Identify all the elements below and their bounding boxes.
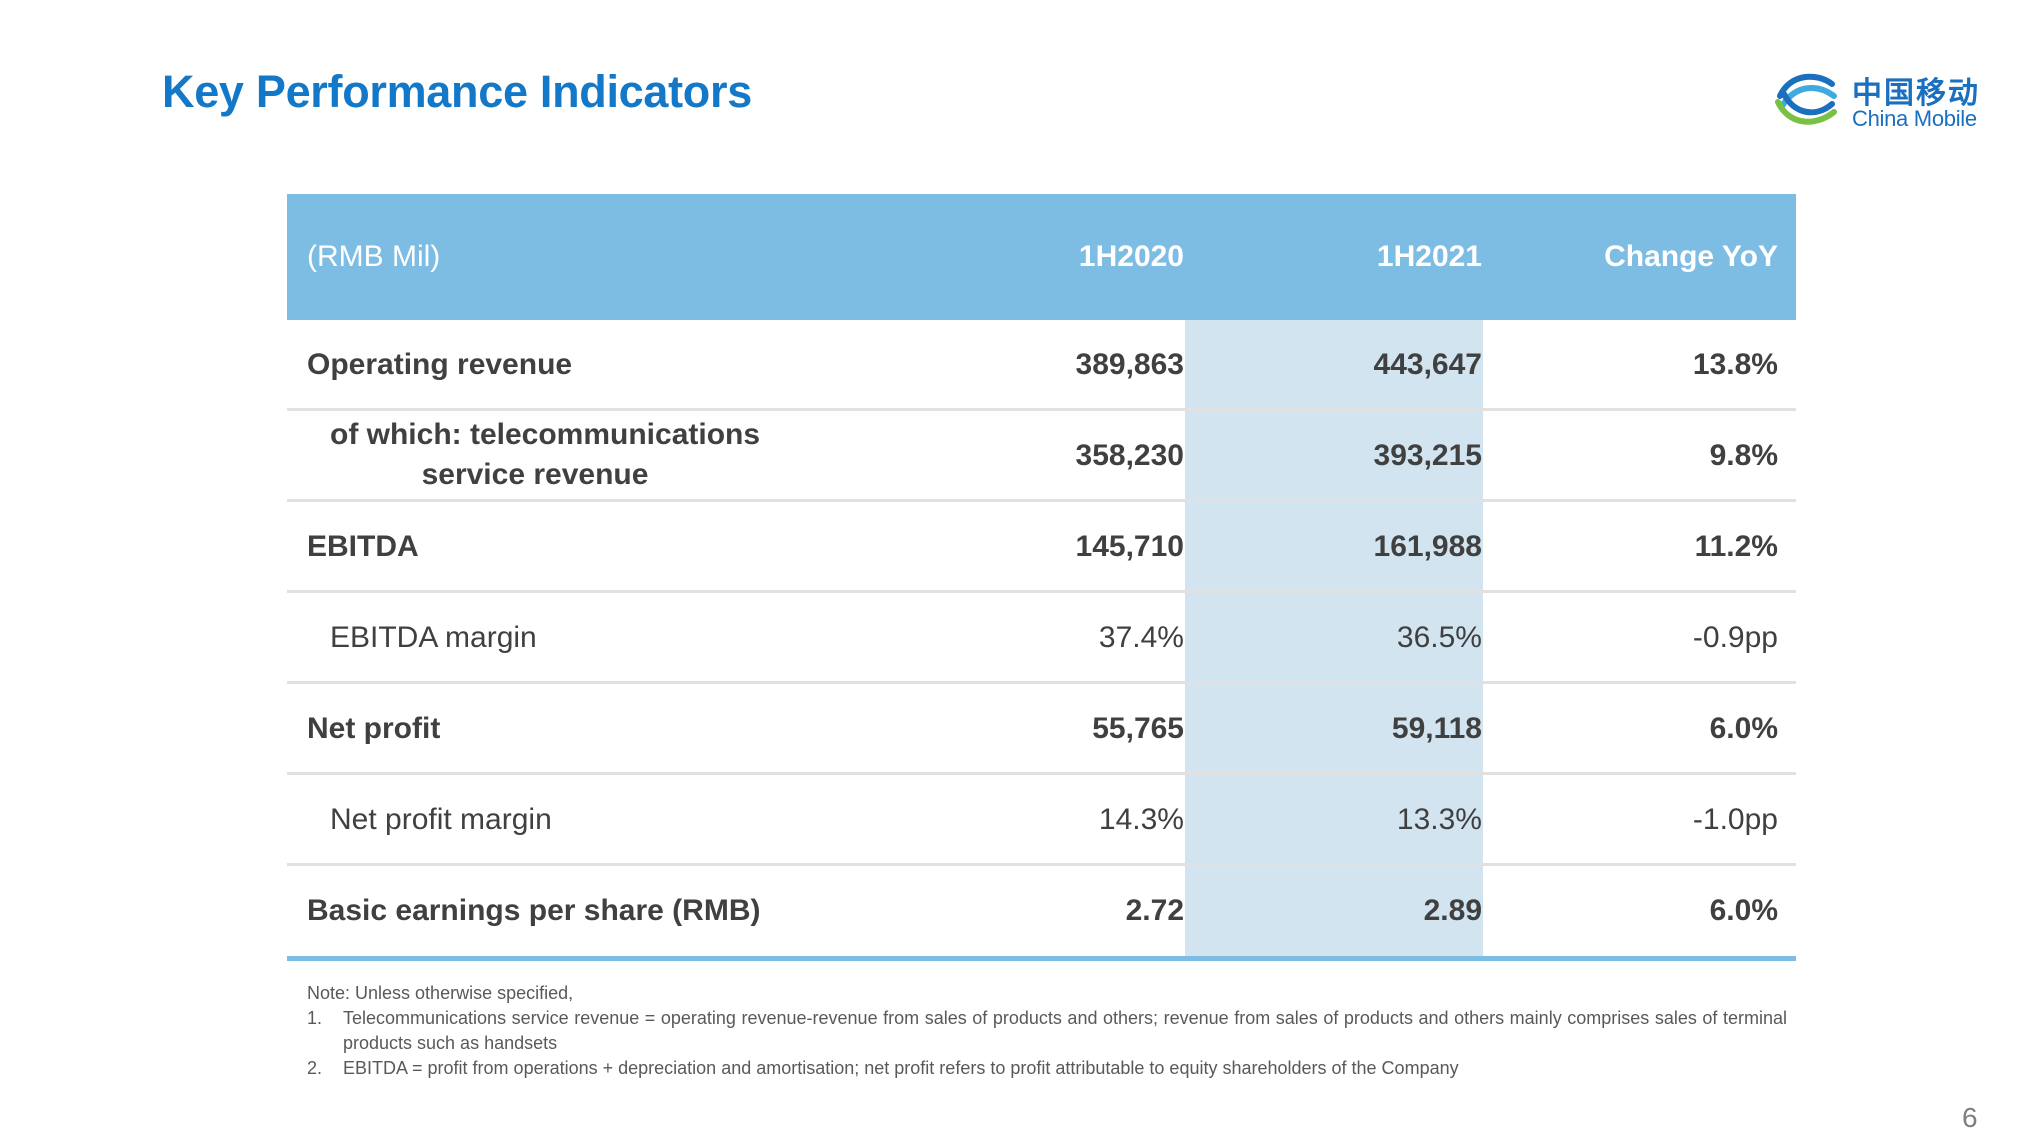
value-1h2020: 37.4%: [1098, 621, 1184, 654]
header-1h2020: 1H2020: [1078, 240, 1184, 273]
header-unit: (RMB Mil): [307, 240, 441, 273]
table-header-row: (RMB Mil) 1H2020 1H2021 Change YoY: [287, 194, 1796, 320]
row-divider: [287, 681, 1796, 684]
row-divider: [287, 408, 1796, 411]
value-1h2021: 2.89: [1423, 894, 1482, 927]
table-row: of which: telecommunications service rev…: [287, 411, 1796, 502]
row-label-line1: of which: telecommunications: [330, 418, 761, 451]
row-divider: [287, 772, 1796, 775]
value-1h2020: 389,863: [1075, 348, 1184, 381]
footnote-item: 2. EBITDA = profit from operations + dep…: [307, 1056, 1787, 1081]
logo-chinese-text: 中国移动: [1852, 77, 1980, 110]
highlight-column-1h2021: [1185, 320, 1483, 956]
value-1h2020: 2.72: [1125, 894, 1184, 927]
value-1h2021: 36.5%: [1396, 621, 1482, 654]
china-mobile-swirl-icon: [1775, 73, 1837, 125]
value-change: 6.0%: [1709, 712, 1778, 745]
value-1h2020: 14.3%: [1098, 803, 1184, 836]
table-row: Net profit margin 14.3% 13.3% -1.0pp: [287, 775, 1796, 866]
value-1h2021: 393,215: [1373, 439, 1482, 472]
value-1h2021: 443,647: [1373, 348, 1482, 381]
header-change-yoy: Change YoY: [1604, 240, 1778, 273]
footnote-number: 2.: [307, 1058, 323, 1078]
value-change: 11.2%: [1694, 530, 1778, 563]
header-1h2021: 1H2021: [1376, 240, 1482, 273]
page-title: Key Performance Indicators: [162, 66, 752, 117]
value-1h2020: 55,765: [1092, 712, 1184, 745]
value-change: 9.8%: [1709, 439, 1778, 472]
row-divider: [287, 499, 1796, 502]
table-row: EBITDA 145,710 161,988 11.2%: [287, 502, 1796, 593]
footnote-intro: Note: Unless otherwise specified,: [307, 983, 574, 1003]
row-label-line2: service revenue: [421, 458, 649, 491]
value-change: 6.0%: [1709, 894, 1778, 927]
value-change: -0.9pp: [1692, 621, 1778, 654]
logo-english-text: China Mobile: [1852, 106, 1977, 131]
value-1h2021: 59,118: [1391, 712, 1482, 745]
row-label: Net profit margin: [330, 803, 552, 836]
china-mobile-logo: 中国移动 China Mobile: [1772, 66, 1992, 134]
row-label: Operating revenue: [307, 348, 573, 381]
row-divider: [287, 590, 1796, 593]
row-label: Basic earnings per share (RMB): [307, 894, 761, 927]
row-label: Net profit: [307, 712, 441, 745]
footnote-item: 1. Telecommunications service revenue = …: [307, 1006, 1787, 1056]
row-divider: [287, 863, 1796, 866]
table-row: Basic earnings per share (RMB) 2.72 2.89…: [287, 866, 1796, 957]
value-change: 13.8%: [1692, 348, 1778, 381]
value-change: -1.0pp: [1692, 803, 1778, 836]
kpi-table: (RMB Mil) 1H2020 1H2021 Change YoY Opera…: [287, 194, 1796, 962]
footnote-number: 1.: [307, 1008, 323, 1028]
row-label: EBITDA: [307, 530, 419, 563]
table-row: Operating revenue 389,863 443,647 13.8%: [287, 320, 1796, 411]
page-number: 6: [1962, 1102, 1978, 1133]
value-1h2020: 145,710: [1075, 530, 1184, 563]
table-row: Net profit 55,765 59,118 6.0%: [287, 684, 1796, 775]
value-1h2021: 161,988: [1373, 530, 1482, 563]
footnote-text: EBITDA = profit from operations + deprec…: [343, 1058, 1459, 1078]
value-1h2020: 358,230: [1075, 439, 1184, 472]
row-label: of which: telecommunications service rev…: [330, 415, 930, 495]
table-row: EBITDA margin 37.4% 36.5% -0.9pp: [287, 593, 1796, 684]
table-bottom-border: [287, 956, 1796, 961]
footnotes: Note: Unless otherwise specified, 1. Tel…: [307, 981, 1787, 1081]
row-label: EBITDA margin: [330, 621, 537, 654]
footnote-text: Telecommunications service revenue = ope…: [343, 1008, 1787, 1053]
value-1h2021: 13.3%: [1396, 803, 1482, 836]
